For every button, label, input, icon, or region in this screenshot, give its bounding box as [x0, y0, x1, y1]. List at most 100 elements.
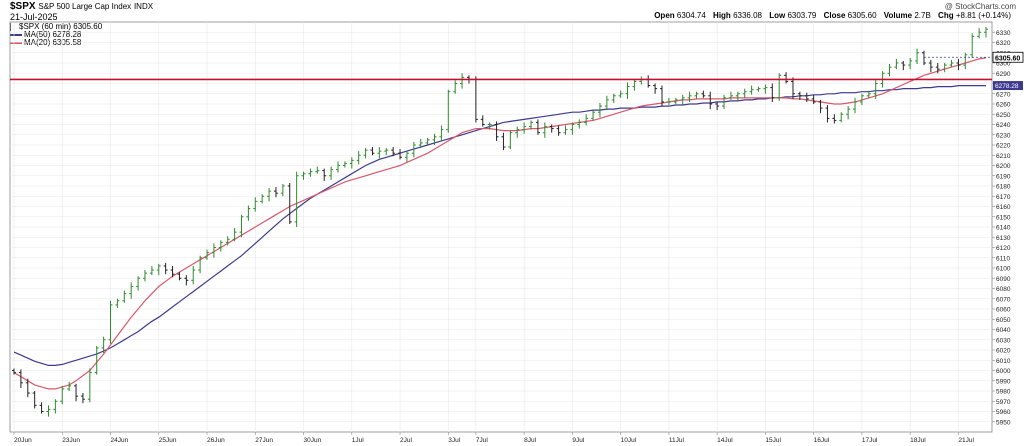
price-bar [308, 168, 313, 177]
price-bar [156, 263, 161, 276]
price-bar [177, 272, 182, 281]
price-bar [825, 105, 830, 123]
price-bar [74, 383, 79, 402]
price-bar [225, 236, 230, 246]
price-bar [618, 90, 623, 98]
y-tick-label: 5970 [996, 399, 1011, 406]
price-bar [211, 243, 216, 258]
price-bar [921, 50, 926, 66]
price-bar [198, 255, 203, 274]
y-tick-label: 6150 [996, 214, 1011, 221]
price-bar [122, 290, 127, 303]
y-tick-label: 6090 [996, 276, 1011, 283]
x-tick-label: 27Jun [255, 437, 273, 444]
price-bar [115, 298, 120, 308]
legend-ma50: MA(50) 6278.28 [10, 30, 81, 40]
price-bar [39, 402, 44, 414]
price-bar [529, 120, 534, 130]
price-bar [67, 381, 72, 391]
y-tick-label: 6220 [996, 143, 1011, 150]
price-bar [763, 84, 768, 94]
price-bar [494, 121, 499, 141]
y-tick-label: 6120 [996, 245, 1011, 252]
ohlc-volume-label: Volume [883, 11, 913, 20]
source-credit: @ StockCharts.com [944, 2, 1016, 11]
price-bar [411, 141, 416, 158]
price-bar [735, 91, 740, 101]
price-bar [728, 91, 733, 100]
y-tick-label: 6030 [996, 337, 1011, 344]
price-bar [363, 148, 368, 159]
ma50-label-text: 6278.28 [995, 83, 1019, 90]
x-tick-label: 21Jul [958, 437, 974, 444]
price-bar [708, 91, 713, 110]
x-tick-label: 2Jul [400, 437, 412, 444]
index-name: S&P 500 Large Cap Index [38, 2, 132, 11]
price-bar [818, 99, 823, 114]
price-bar [577, 119, 582, 129]
ohlc-low-value: 6303.79 [787, 11, 817, 20]
ohlc-close-label: Close [823, 11, 846, 20]
price-bar [80, 393, 85, 404]
price-bar [563, 125, 568, 135]
price-bar [60, 385, 65, 405]
price-bar [591, 110, 596, 121]
x-tick-label: 17Jul [862, 437, 878, 444]
price-bar [239, 214, 244, 238]
price-bar [687, 91, 692, 102]
price-bar [253, 197, 258, 212]
price-bar [653, 83, 658, 94]
price-bar [356, 151, 361, 165]
ohlc-low-label: Low [769, 11, 786, 20]
price-bar [804, 92, 809, 102]
price-bar [770, 83, 775, 102]
price-bar-swatch [10, 22, 17, 31]
price-bar [549, 124, 554, 133]
price-bar [515, 126, 520, 138]
price-bar [404, 151, 409, 163]
x-tick-label: 8Jul [524, 437, 536, 444]
price-bar [18, 369, 23, 388]
y-tick-label: 6100 [996, 266, 1011, 273]
price-bar [260, 194, 265, 204]
y-tick-label: 6170 [996, 194, 1011, 201]
price-bar [646, 75, 651, 88]
price-bar [963, 52, 968, 70]
price-bar [742, 88, 747, 98]
price-bar [101, 336, 106, 354]
price-bar [749, 85, 754, 95]
chart-date: 21-Jul-2025 [10, 12, 58, 22]
y-tick-label: 6140 [996, 225, 1011, 232]
price-bar [322, 168, 327, 181]
ohlc-open-label: Open [654, 11, 675, 20]
price-bar [460, 73, 465, 89]
price-bar [425, 137, 430, 145]
reference-lines [10, 56, 992, 81]
price-bar [370, 147, 375, 156]
price-bar [584, 114, 589, 126]
price-bar [928, 59, 933, 73]
grid [10, 22, 992, 432]
y-tick-label: 5960 [996, 409, 1011, 416]
price-bar [715, 101, 720, 111]
price-bar [984, 27, 988, 38]
ohlc-high-label: High [713, 11, 731, 20]
chart-title: $SPX S&P 500 Large Cap Index INDX [10, 2, 153, 12]
ohlc-open-value: 6304.74 [676, 11, 706, 20]
y-tick-label: 6010 [996, 358, 1011, 365]
x-tick-label: 16Jul [814, 437, 830, 444]
ohlc-chg-label: Chg [938, 11, 954, 20]
price-bar [839, 112, 844, 123]
x-tick-label: 20Jun [14, 437, 32, 444]
x-tick-label: 30Jun [304, 437, 322, 444]
y-tick-label: 6200 [996, 163, 1011, 170]
x-tick-label: 9Jul [572, 437, 584, 444]
price-bar [329, 166, 334, 180]
price-bar [542, 122, 547, 138]
x-tick-label: 26Jun [207, 437, 225, 444]
price-bar [611, 93, 616, 103]
price-bar [294, 171, 299, 227]
price-bar [956, 58, 961, 71]
